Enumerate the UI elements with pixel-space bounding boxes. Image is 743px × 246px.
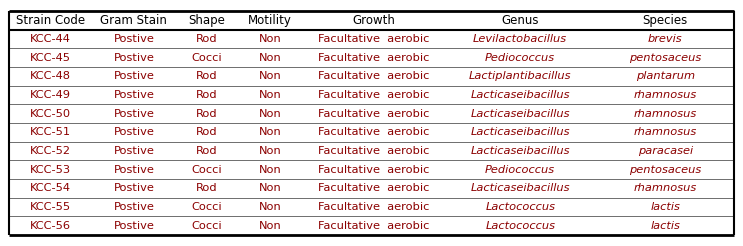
Text: paracasei: paracasei	[637, 146, 693, 156]
Text: Postive: Postive	[114, 221, 155, 231]
Text: plantarum: plantarum	[636, 71, 695, 81]
Text: Lacticaseibacillus: Lacticaseibacillus	[470, 109, 570, 119]
Text: KCC-52: KCC-52	[30, 146, 71, 156]
Text: Facultative  aerobic: Facultative aerobic	[317, 146, 429, 156]
Text: rhamnosus: rhamnosus	[634, 127, 697, 137]
Text: Non: Non	[259, 127, 282, 137]
Text: Postive: Postive	[114, 127, 155, 137]
Text: Cocci: Cocci	[191, 165, 221, 175]
Text: Facultative  aerobic: Facultative aerobic	[317, 183, 429, 193]
Text: Cocci: Cocci	[191, 53, 221, 63]
Text: Pediococcus: Pediococcus	[485, 53, 555, 63]
Text: Growth: Growth	[352, 14, 395, 27]
Text: Non: Non	[259, 53, 282, 63]
Text: Non: Non	[259, 109, 282, 119]
Text: Pediococcus: Pediococcus	[485, 165, 555, 175]
Text: Non: Non	[259, 34, 282, 44]
Text: rhamnosus: rhamnosus	[634, 183, 697, 193]
Text: Rod: Rod	[195, 127, 217, 137]
Text: brevis: brevis	[648, 34, 683, 44]
Text: KCC-53: KCC-53	[30, 165, 71, 175]
Text: Postive: Postive	[114, 165, 155, 175]
Text: KCC-48: KCC-48	[30, 71, 71, 81]
Text: Facultative  aerobic: Facultative aerobic	[317, 221, 429, 231]
Text: Lacticaseibacillus: Lacticaseibacillus	[470, 183, 570, 193]
Text: Non: Non	[259, 90, 282, 100]
Text: Postive: Postive	[114, 71, 155, 81]
Text: Non: Non	[259, 183, 282, 193]
Text: Facultative  aerobic: Facultative aerobic	[317, 34, 429, 44]
Text: Postive: Postive	[114, 146, 155, 156]
Text: Postive: Postive	[114, 53, 155, 63]
Text: Non: Non	[259, 202, 282, 212]
Text: Motility: Motility	[248, 14, 292, 27]
Text: pentosaceus: pentosaceus	[629, 53, 701, 63]
Text: Species: Species	[643, 14, 688, 27]
Text: Facultative  aerobic: Facultative aerobic	[317, 202, 429, 212]
Text: Rod: Rod	[195, 109, 217, 119]
Text: Rod: Rod	[195, 90, 217, 100]
Text: Lacticaseibacillus: Lacticaseibacillus	[470, 146, 570, 156]
Text: KCC-50: KCC-50	[30, 109, 71, 119]
Text: Postive: Postive	[114, 109, 155, 119]
Text: pentosaceus: pentosaceus	[629, 165, 701, 175]
Text: KCC-56: KCC-56	[30, 221, 71, 231]
Text: Rod: Rod	[195, 183, 217, 193]
Text: rhamnosus: rhamnosus	[634, 90, 697, 100]
Text: Facultative  aerobic: Facultative aerobic	[317, 109, 429, 119]
Text: Rod: Rod	[195, 34, 217, 44]
Text: Cocci: Cocci	[191, 202, 221, 212]
Text: Postive: Postive	[114, 90, 155, 100]
Text: Lacticaseibacillus: Lacticaseibacillus	[470, 127, 570, 137]
Text: KCC-51: KCC-51	[30, 127, 71, 137]
Text: Facultative  aerobic: Facultative aerobic	[317, 90, 429, 100]
Text: Facultative  aerobic: Facultative aerobic	[317, 127, 429, 137]
Text: Non: Non	[259, 165, 282, 175]
Text: lactis: lactis	[650, 202, 681, 212]
Text: Gram Stain: Gram Stain	[100, 14, 167, 27]
Text: KCC-55: KCC-55	[30, 202, 71, 212]
Text: KCC-45: KCC-45	[30, 53, 71, 63]
Text: KCC-54: KCC-54	[30, 183, 71, 193]
Text: Rod: Rod	[195, 71, 217, 81]
Text: Lacticaseibacillus: Lacticaseibacillus	[470, 90, 570, 100]
Text: Cocci: Cocci	[191, 221, 221, 231]
Text: Non: Non	[259, 221, 282, 231]
Text: Postive: Postive	[114, 202, 155, 212]
Text: rhamnosus: rhamnosus	[634, 109, 697, 119]
Text: Lactococcus: Lactococcus	[485, 221, 555, 231]
Text: Lactiplantibacillus: Lactiplantibacillus	[469, 71, 571, 81]
Text: Postive: Postive	[114, 183, 155, 193]
Text: Facultative  aerobic: Facultative aerobic	[317, 53, 429, 63]
Text: Levilactobacillus: Levilactobacillus	[473, 34, 567, 44]
Text: Genus: Genus	[502, 14, 539, 27]
Text: Facultative  aerobic: Facultative aerobic	[317, 165, 429, 175]
Text: Non: Non	[259, 146, 282, 156]
Text: Facultative  aerobic: Facultative aerobic	[317, 71, 429, 81]
Text: lactis: lactis	[650, 221, 681, 231]
Text: KCC-44: KCC-44	[30, 34, 71, 44]
Text: Shape: Shape	[188, 14, 225, 27]
Text: Rod: Rod	[195, 146, 217, 156]
Text: Strain Code: Strain Code	[16, 14, 85, 27]
Text: Postive: Postive	[114, 34, 155, 44]
Text: KCC-49: KCC-49	[30, 90, 71, 100]
Text: Non: Non	[259, 71, 282, 81]
Text: Lactococcus: Lactococcus	[485, 202, 555, 212]
